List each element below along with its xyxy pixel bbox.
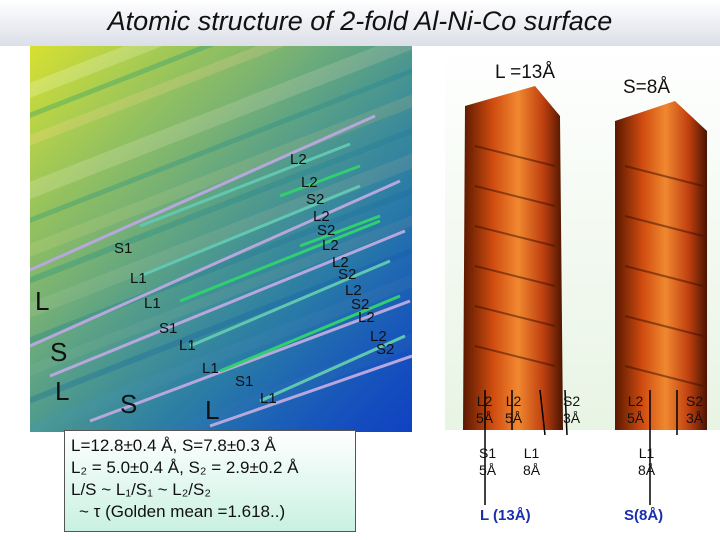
label-l-13a: L =13Å: [495, 62, 556, 83]
label-s2: S2: [338, 266, 357, 283]
label-l2: L2: [290, 151, 307, 168]
formula-line-3: L/S ~ L₁/S₁ ~ L₂/S₂: [71, 480, 211, 499]
label-l1: L1: [130, 270, 147, 287]
slide-title: Atomic structure of 2-fold Al-Ni-Co surf…: [107, 6, 613, 36]
label-l1: L1: [202, 360, 219, 377]
b1-l1: L1 8Å: [523, 445, 541, 478]
label-s2: S2: [306, 191, 325, 208]
label-l2: L2: [358, 309, 375, 326]
label-s2: S2: [317, 222, 336, 239]
b1-s2: S2 3Å: [563, 393, 581, 426]
label-l2: L2: [345, 282, 362, 299]
label-l2: L2: [370, 328, 387, 345]
label-l2: L2: [313, 208, 330, 225]
big-label-s: S: [120, 389, 138, 419]
b2-s2: S2 3Å: [686, 393, 704, 426]
b1-s1: S1 5Å: [479, 445, 497, 478]
label-l1: L1: [179, 337, 196, 354]
b1-caption: L (13Å): [480, 507, 531, 524]
label-s2: S2: [351, 296, 370, 313]
label-l2: L2: [332, 254, 349, 271]
label-l1: L1: [260, 390, 277, 407]
b2-l2: L2 5Å: [627, 393, 645, 426]
label-s1: S1: [159, 320, 178, 337]
label-s2: S2: [376, 341, 395, 358]
big-label-s: S: [50, 337, 68, 367]
formula-box: L=12.8±0.4 Å, S=7.8±0.3 Å L₂ = 5.0±0.4 Å…: [64, 430, 356, 532]
label-l1: L1: [144, 295, 161, 312]
label-l2: L2: [322, 237, 339, 254]
big-label-l: L: [35, 286, 50, 316]
b2-l1: L1 8Å: [638, 445, 656, 478]
title-bar: [0, 0, 720, 46]
label-l2: L2: [301, 174, 318, 191]
big-label-l: L: [205, 395, 220, 425]
b1-l2a: L2 5Å: [476, 393, 494, 426]
stm-3d-profiles: [445, 46, 720, 430]
b2-caption: S(8Å): [624, 507, 664, 524]
label-s1: S1: [235, 373, 254, 390]
formula-line-4: ~ τ (Golden mean =1.618..): [79, 502, 286, 521]
bracket-lines: [484, 389, 678, 505]
formula-line-2: L₂ = 5.0±0.4 Å, S₂ = 2.9±0.2 Å: [71, 458, 299, 477]
label-s-8a: S=8Å: [623, 77, 671, 98]
formula-line-1: L=12.8±0.4 Å, S=7.8±0.3 Å: [71, 436, 276, 455]
stm-image-panel: L2 L2 S2 L2 S2 L2 L2 S2 L2 S2 L2 L2 S2 S…: [30, 46, 412, 432]
stm-image: [30, 46, 412, 432]
b1-l2b: L2 5Å: [505, 393, 523, 426]
big-label-l: L: [55, 376, 70, 406]
label-s1: S1: [114, 240, 133, 257]
